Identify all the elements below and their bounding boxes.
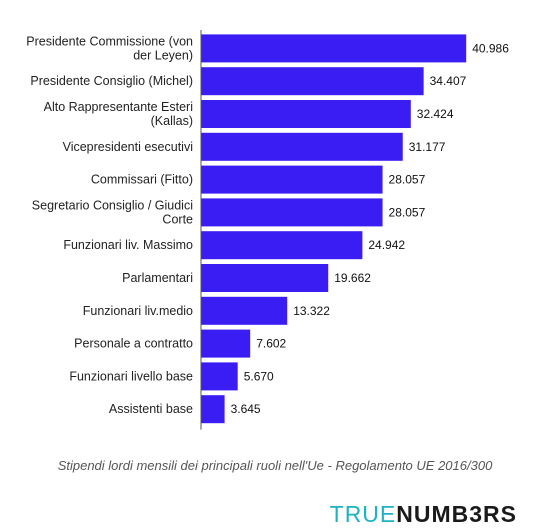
category-label-1: Presidente Commissione (von der Leyen) — [26, 34, 193, 62]
category-label-7: Funzionari liv. Massimo — [63, 238, 193, 252]
category-label-4: Vicepresidenti esecutivi — [63, 140, 193, 154]
category-label-2: Presidente Consiglio (Michel) — [30, 74, 193, 88]
bar-value-label-2: 34.407 — [430, 74, 467, 88]
bar-5 — [201, 165, 383, 194]
bar-value-label-10: 7.602 — [256, 337, 286, 351]
bar-9 — [201, 296, 288, 325]
bar-10 — [201, 329, 251, 358]
bar-6 — [201, 198, 383, 227]
bar-value-label-5: 28.057 — [389, 173, 426, 187]
bar-value-label-11: 5.670 — [244, 369, 274, 383]
bar-11 — [201, 362, 238, 391]
category-label-3: Alto Rappresentante Esteri (Kallas) — [44, 100, 193, 128]
bar-value-label-6: 28.057 — [389, 205, 426, 219]
category-label-9: Funzionari liv.medio — [83, 304, 193, 318]
bar-value-label-3: 32.424 — [417, 107, 454, 121]
bar-4 — [201, 132, 403, 161]
category-label-5: Commissari (Fitto) — [91, 173, 193, 187]
bar-chart: 40.986 Presidente Commissione (von der Ley… — [26, 30, 509, 430]
bar-value-label-4: 31.177 — [409, 140, 446, 154]
bar-3 — [201, 100, 411, 128]
bar-7 — [201, 231, 363, 260]
category-label-11: Funzionari livello base — [69, 369, 193, 383]
bar-value-label-8: 19.662 — [334, 271, 371, 285]
bar-8 — [201, 264, 329, 292]
bar-2 — [201, 67, 424, 96]
bar-1 — [201, 34, 467, 63]
bar-value-label-1: 40.986 — [472, 41, 509, 55]
category-label-8: Parlamentari — [122, 271, 193, 285]
bar-12 — [201, 395, 225, 424]
bar-value-label-12: 3.645 — [231, 402, 261, 416]
category-label-10: Personale a contratto — [74, 337, 193, 351]
category-label-6: Segretario Consiglio / Giudici Corte — [32, 198, 193, 226]
bar-value-label-9: 13.322 — [293, 304, 330, 318]
category-label-12: Assistenti base — [109, 402, 193, 416]
brand-logo: TRUENUMB3RS — [330, 503, 517, 526]
brand-logo-part1: TRUE — [329, 501, 397, 527]
chart-caption: Stipendi lordi mensili dei principali ru… — [57, 458, 493, 473]
bar-value-label-7: 24.942 — [368, 238, 405, 252]
brand-logo-part2: NUMB3RS — [396, 501, 517, 527]
